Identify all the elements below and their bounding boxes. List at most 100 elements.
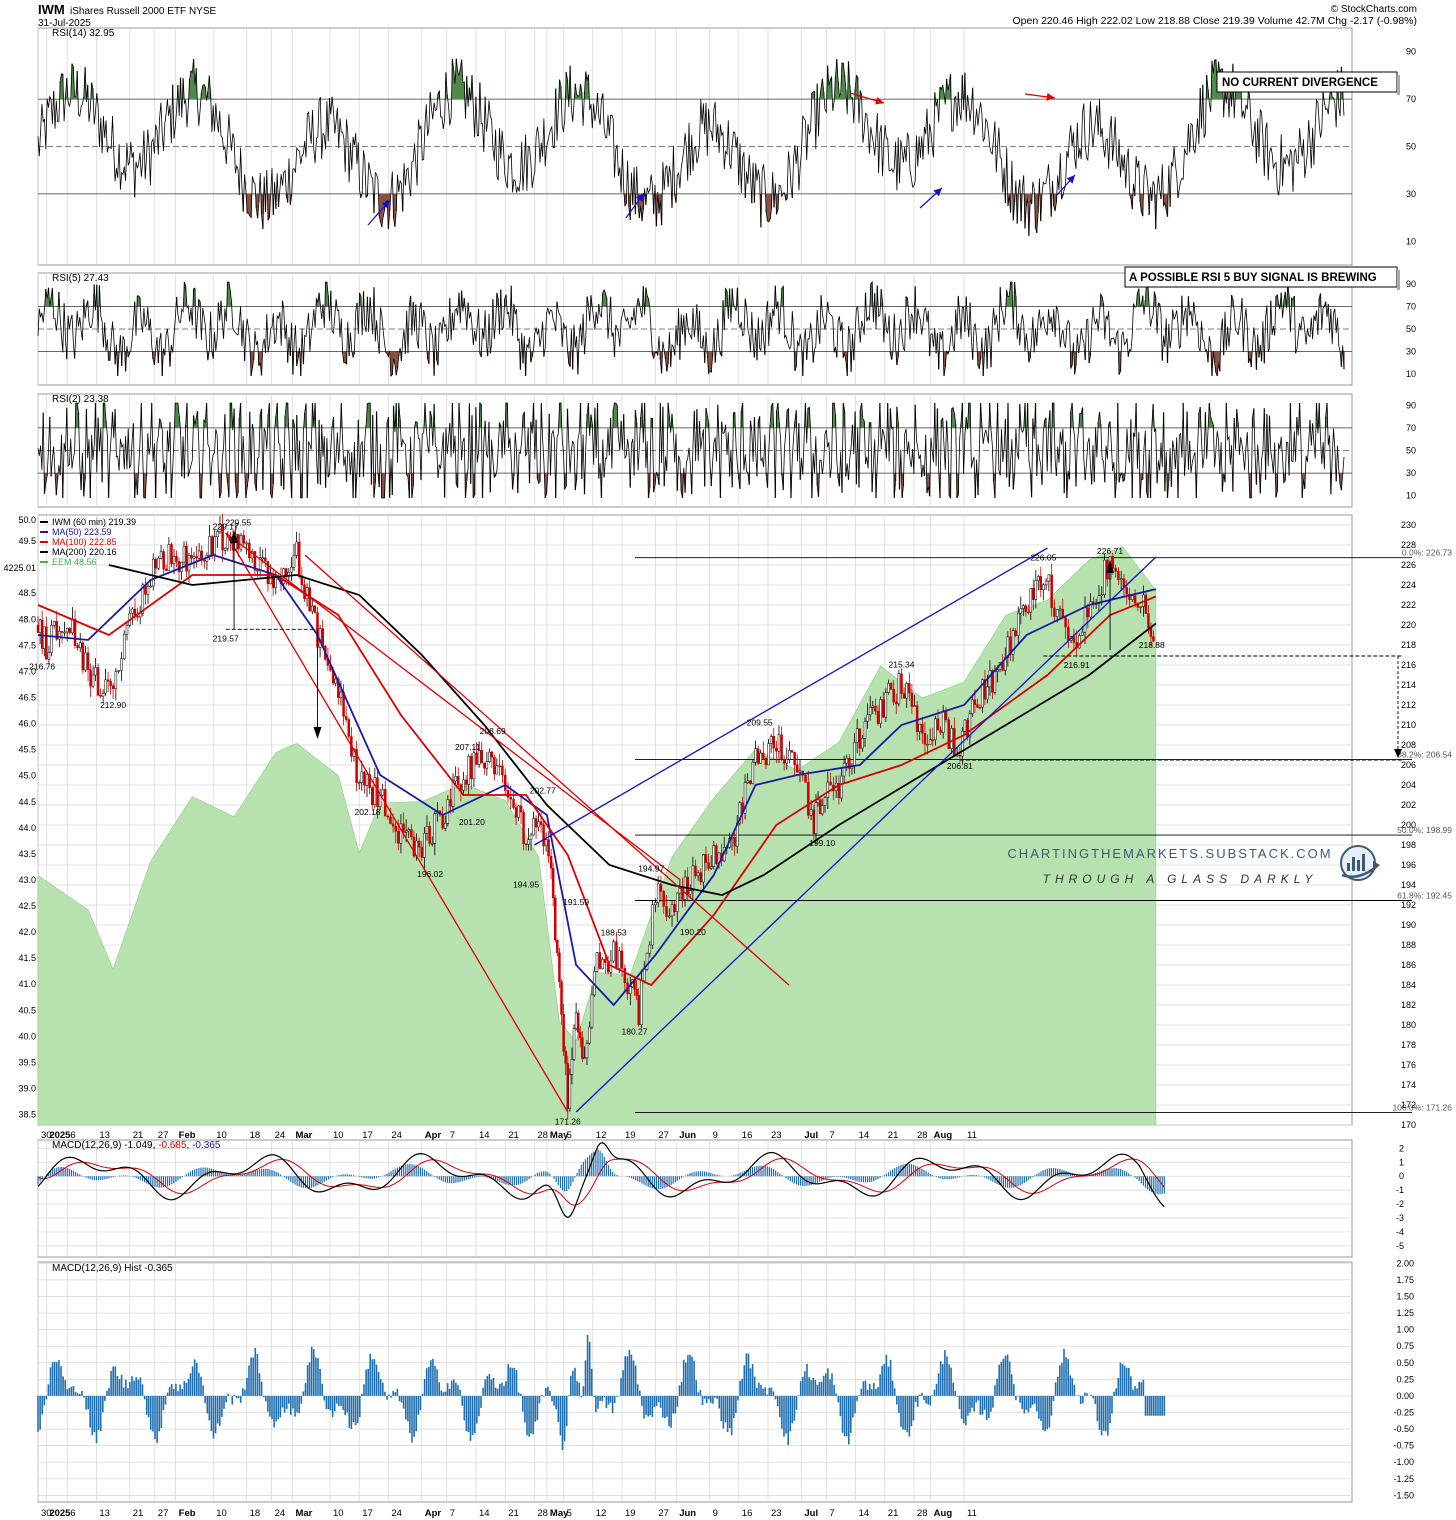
hist-bars <box>37 1334 1166 1451</box>
price-candle-body <box>253 551 257 571</box>
eem-tick-label: 49.5 <box>18 536 36 546</box>
rsi2-tick-label: 90 <box>1406 400 1416 410</box>
price-candle-body <box>1097 595 1101 604</box>
price-candle-body <box>1078 635 1081 649</box>
price-candle-body <box>165 568 168 571</box>
price-candle-body <box>94 667 97 676</box>
price-candle-body <box>1152 636 1155 642</box>
price-tick-label: 212 <box>1401 700 1416 710</box>
rsi2-tick-label: 30 <box>1406 468 1416 478</box>
price-candle-body <box>428 826 431 844</box>
price-candle-body <box>905 683 908 699</box>
price-candle-body <box>203 559 206 562</box>
rsi2-tick-label: 10 <box>1406 491 1416 501</box>
price-candle-body <box>360 771 364 783</box>
x-axis-label: 11 <box>967 1508 977 1519</box>
price-candle-body <box>1080 631 1084 636</box>
price-candle-body <box>190 555 193 559</box>
price-candle-body <box>154 558 158 569</box>
price-candle-body <box>483 762 486 769</box>
price-candle-body <box>754 748 757 763</box>
price-candle-body <box>583 1057 586 1059</box>
price-candle-body <box>704 854 708 863</box>
price-label: 201.20 <box>459 817 485 827</box>
price-candle-body <box>1149 627 1153 637</box>
price-candle-body <box>691 865 695 891</box>
price-candle-body <box>871 705 875 708</box>
price-candle-body <box>216 531 219 537</box>
hist-tick-label: 1.25 <box>1396 1308 1414 1318</box>
eem-tick-label: 50.0 <box>18 515 36 525</box>
hist-tick-label: -1.50 <box>1393 1490 1414 1500</box>
price-candle-body <box>96 667 100 696</box>
x-axis-label: 24 <box>275 1130 286 1141</box>
hist-tick-label: 2.00 <box>1396 1258 1414 1268</box>
chart-symbol: IWM <box>38 2 65 17</box>
price-candle-body <box>441 814 444 829</box>
rsi5-tick-label: 90 <box>1406 279 1416 289</box>
price-candle-body <box>637 995 640 1026</box>
x-axis-label: 21 <box>888 1130 899 1141</box>
price-candle-body <box>936 718 940 731</box>
price-candle-body <box>410 829 413 838</box>
price-candle-body <box>295 541 298 556</box>
price-candle-body <box>549 855 553 869</box>
price-tick-label: 220 <box>1401 620 1416 630</box>
price-candle-body <box>86 652 90 670</box>
price-candle-body <box>512 798 515 808</box>
price-candle-body <box>151 558 155 587</box>
eem-tick-label: 46.5 <box>18 692 36 702</box>
price-label: 202.77 <box>530 785 556 795</box>
price-candle-body <box>981 679 984 708</box>
price-candle-body <box>689 890 692 895</box>
price-candle-body <box>131 608 134 614</box>
price-candle-body <box>517 805 520 818</box>
rsi2-tick-label: 70 <box>1406 423 1416 433</box>
rsi2-tick-label: 50 <box>1406 446 1416 456</box>
price-candle-body <box>1039 576 1043 591</box>
price-label: 226.71 <box>1097 546 1123 556</box>
price-tick-label: 230 <box>1401 520 1416 530</box>
price-candle-body <box>673 904 676 913</box>
price-candle-body <box>931 739 935 741</box>
price-candle-body <box>363 771 366 786</box>
price-candle-body <box>958 754 962 757</box>
price-candle-body <box>837 782 841 799</box>
price-candle-body <box>900 673 903 694</box>
price-tick-label: 198 <box>1401 840 1416 850</box>
price-candle-body <box>648 944 652 954</box>
hist-tick-label: -1.25 <box>1393 1474 1414 1484</box>
price-candle-body <box>1089 601 1092 618</box>
price-candle-body <box>1032 588 1035 600</box>
x-axis-label: Jun <box>679 1508 696 1519</box>
price-candle-body <box>623 968 627 984</box>
price-candle-body <box>1011 630 1015 655</box>
price-candle-body <box>527 839 530 845</box>
eem-tick-label: 40.5 <box>18 1005 36 1015</box>
price-candle-body <box>562 1014 565 1052</box>
price-candle-body <box>284 568 288 576</box>
price-candle-body <box>490 751 494 758</box>
price-candle-body <box>65 627 69 633</box>
price-candle-body <box>1131 595 1134 601</box>
svg-text:NO CURRENT DIVERGENCE: NO CURRENT DIVERGENCE <box>1222 77 1378 89</box>
price-candle-body <box>425 826 429 834</box>
macd-panel: 2 1 0 -1 -2 -3 -4 -5 <box>37 1139 1404 1258</box>
price-candle-body <box>339 691 343 698</box>
price-candle-body <box>785 759 789 764</box>
price-candle-body <box>762 752 765 759</box>
price-candle-body <box>798 770 802 773</box>
x-axis-label: 19 <box>625 1508 636 1519</box>
price-candle-body <box>534 818 538 828</box>
x-axis-label: Aug <box>934 1508 953 1519</box>
rsi14-tick-label: 70 <box>1406 94 1416 104</box>
price-candle-body <box>1064 617 1067 628</box>
price-candle-body <box>1027 611 1030 614</box>
x-axis-label: 6 <box>70 1130 75 1141</box>
x-axis-label: 7 <box>450 1508 455 1519</box>
price-candle-body <box>537 821 540 828</box>
price-candle-body <box>122 634 126 659</box>
price-candle-body <box>973 699 977 705</box>
x-axis-label: 27 <box>158 1508 169 1519</box>
price-candle-body <box>812 809 816 834</box>
